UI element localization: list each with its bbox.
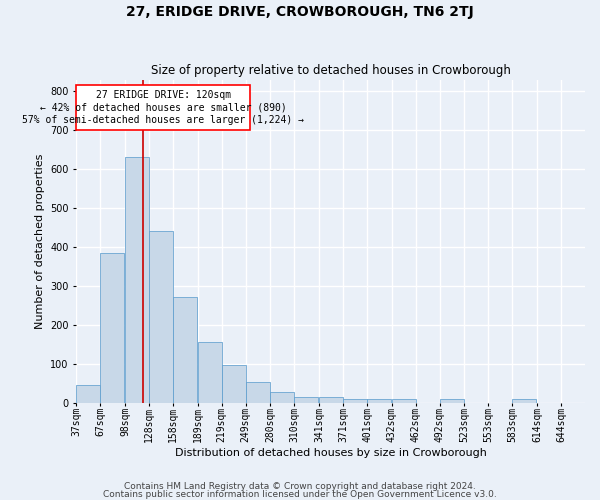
Text: 27 ERIDGE DRIVE: 120sqm: 27 ERIDGE DRIVE: 120sqm: [96, 90, 231, 100]
Bar: [149, 232, 173, 402]
Bar: [512, 400, 536, 402]
Bar: [76, 385, 100, 402]
X-axis label: Distribution of detached houses by size in Crowborough: Distribution of detached houses by size …: [175, 448, 487, 458]
Bar: [100, 252, 124, 402]
Bar: [440, 398, 464, 402]
Bar: [125, 158, 149, 402]
Text: Contains HM Land Registry data © Crown copyright and database right 2024.: Contains HM Land Registry data © Crown c…: [124, 482, 476, 491]
Title: Size of property relative to detached houses in Crowborough: Size of property relative to detached ho…: [151, 64, 511, 77]
Bar: [319, 396, 343, 402]
Text: 27, ERIDGE DRIVE, CROWBOROUGH, TN6 2TJ: 27, ERIDGE DRIVE, CROWBOROUGH, TN6 2TJ: [126, 5, 474, 19]
Bar: [271, 392, 295, 402]
Bar: [245, 382, 269, 402]
Text: ← 42% of detached houses are smaller (890): ← 42% of detached houses are smaller (89…: [40, 103, 287, 113]
Text: Contains public sector information licensed under the Open Government Licence v3: Contains public sector information licen…: [103, 490, 497, 499]
Y-axis label: Number of detached properties: Number of detached properties: [35, 154, 45, 328]
Bar: [392, 398, 416, 402]
Bar: [173, 298, 197, 403]
Bar: [367, 398, 391, 402]
Bar: [198, 342, 222, 402]
FancyBboxPatch shape: [76, 86, 250, 130]
Bar: [295, 396, 319, 402]
Text: 57% of semi-detached houses are larger (1,224) →: 57% of semi-detached houses are larger (…: [22, 116, 304, 126]
Bar: [343, 398, 367, 402]
Bar: [222, 365, 245, 403]
